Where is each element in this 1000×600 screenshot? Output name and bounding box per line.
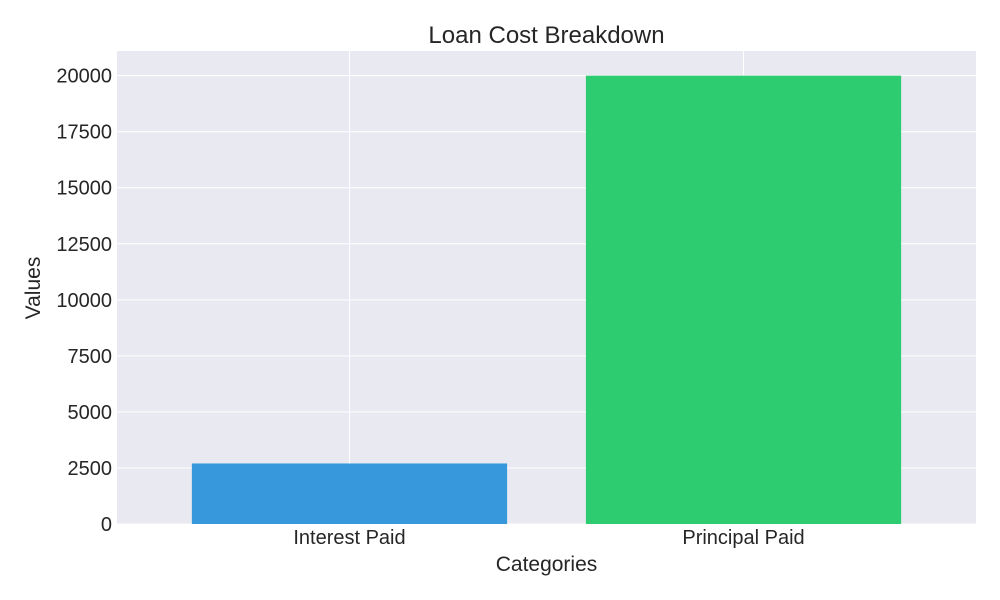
y-tick-label: 10000 <box>56 290 112 312</box>
y-axis-label: Values <box>22 257 45 320</box>
x-axis-label: Categories <box>496 553 598 576</box>
y-tick-label: 2500 <box>68 458 113 480</box>
y-tick-label: 0 <box>101 514 112 536</box>
y-tick-label: 17500 <box>56 122 112 144</box>
chart-title: Loan Cost Breakdown <box>428 22 664 49</box>
y-tick-label: 5000 <box>68 402 113 424</box>
y-tick-labels: 0 2500 5000 7500 10000 12500 15000 17500 20000 <box>56 66 112 536</box>
y-tick-label: 12500 <box>56 234 112 256</box>
y-tick-label: 20000 <box>56 66 112 88</box>
bar-interest-paid <box>191 463 508 524</box>
x-tick-label: Principal Paid <box>682 527 804 549</box>
x-tick-label: Interest Paid <box>293 527 405 549</box>
bar-principal-paid <box>585 75 902 525</box>
y-tick-label: 7500 <box>68 346 113 368</box>
x-tick-labels: Interest Paid Principal Paid <box>293 527 804 549</box>
y-tick-label: 15000 <box>56 178 112 200</box>
bars <box>191 75 902 525</box>
